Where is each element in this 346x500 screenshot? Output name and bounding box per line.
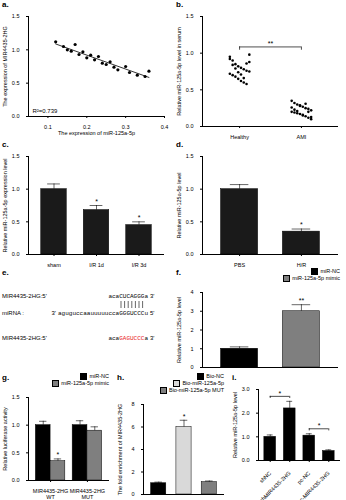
svg-text:H/R: H/R: [297, 262, 307, 268]
svg-text:0: 0: [190, 364, 193, 370]
svg-text:1.5: 1.5: [12, 153, 20, 159]
svg-text:3': 3': [52, 310, 56, 316]
svg-text:The expression of miR-125a-5p: The expression of miR-125a-5p: [58, 130, 135, 136]
html-text:b.: b.: [176, 0, 184, 9]
svg-text:Relative miR-125a-5p level in: Relative miR-125a-5p level in serum: [176, 27, 182, 116]
svg-text:a: a: [144, 335, 148, 342]
svg-text:PBS: PBS: [234, 262, 245, 268]
svg-text:1.0: 1.0: [12, 422, 20, 428]
svg-text:6: 6: [131, 424, 134, 430]
svg-text:1: 1: [190, 346, 193, 352]
html-text:a c a G A G U C C C: a c a G A G U C C C: [108, 335, 145, 342]
svg-text:Relative miR-125a-5p expressio: Relative miR-125a-5p expression level: [2, 158, 8, 252]
svg-text:*: *: [95, 198, 98, 205]
svg-text:1.0: 1.0: [242, 434, 250, 440]
svg-text:0.0: 0.0: [12, 251, 20, 257]
svg-text:1.5: 1.5: [12, 13, 20, 19]
svg-text:*: *: [183, 412, 186, 419]
svg-text:Relative miR-125a-5p level: Relative miR-125a-5p level: [176, 297, 182, 363]
svg-text:1.0: 1.0: [186, 186, 194, 192]
svg-text:0.5: 0.5: [186, 219, 194, 225]
svg-text:1.0: 1.0: [12, 186, 20, 192]
html-text:miR-125a-5p mimic: miR-125a-5p mimic: [61, 380, 109, 386]
svg-text:*: *: [318, 422, 321, 429]
svg-text:1.0: 1.0: [12, 47, 20, 53]
svg-text:1.0: 1.0: [186, 50, 194, 56]
svg-text:5': 5': [150, 310, 154, 316]
svg-text:MIR4435-2HGWT: MIR4435-2HGWT: [33, 488, 68, 500]
svg-text:R²=0.739: R²=0.739: [33, 108, 59, 114]
svg-text:shNC: shNC: [258, 470, 272, 484]
svg-text:4: 4: [190, 289, 193, 295]
svg-text:3.0: 3.0: [242, 386, 250, 392]
svg-text:0.0: 0.0: [242, 457, 250, 463]
svg-text:0.1: 0.1: [44, 124, 52, 130]
svg-text:*: *: [57, 451, 60, 458]
html-text:a c a C U C A G G G: a c a C U C A G G G: [108, 293, 145, 300]
svg-text:**: **: [299, 297, 305, 304]
svg-text:0.5: 0.5: [12, 219, 20, 225]
svg-text:*: *: [300, 221, 303, 228]
svg-text:0.0: 0.0: [12, 477, 20, 483]
html-text:miR-125a-5p mimic: miR-125a-5p mimic: [292, 275, 340, 281]
html-text:Bio-miR-125a-5p: Bio-miR-125a-5p: [182, 380, 224, 386]
html-text:miR-NC: miR-NC: [320, 268, 340, 274]
svg-text:MIR4435-2HGMUT: MIR4435-2HGMUT: [70, 488, 105, 500]
svg-text:u: u: [144, 310, 148, 317]
svg-text:0.0: 0.0: [12, 113, 20, 119]
html-text:c.: c.: [2, 140, 9, 149]
svg-text:1.5: 1.5: [186, 13, 194, 19]
html-text:g.: g.: [2, 373, 10, 382]
svg-text:3': 3': [150, 335, 154, 341]
svg-text:0.0: 0.0: [186, 251, 194, 257]
svg-text:miRNA :: miRNA :: [2, 310, 24, 316]
svg-text:3: 3: [190, 308, 193, 314]
svg-text:2.0: 2.0: [242, 410, 250, 416]
svg-text:0.0: 0.0: [186, 123, 194, 129]
svg-text:pc-MIR4435-2HG: pc-MIR4435-2HG: [296, 470, 331, 500]
html-text:Bio-NC: Bio-NC: [206, 373, 224, 379]
svg-text:3': 3': [150, 293, 154, 299]
svg-text:Relative miR-125a-5p level: Relative miR-125a-5p level: [176, 172, 182, 238]
html-text:d.: d.: [176, 140, 184, 149]
svg-text:The fold enrichment of MIR4435: The fold enrichment of MIR4435-2HG: [117, 404, 123, 496]
svg-text:MIR4435-2HG:5': MIR4435-2HG:5': [2, 293, 47, 299]
svg-text:sham: sham: [47, 262, 61, 268]
html-text:a.: a.: [2, 0, 9, 9]
html-text:f.: f.: [176, 268, 181, 277]
svg-text:shMIR4435-2HG: shMIR4435-2HG: [258, 470, 291, 500]
svg-text:2: 2: [190, 327, 193, 333]
svg-text:8: 8: [131, 401, 134, 407]
svg-text:Relative luciferase activity: Relative luciferase activity: [2, 407, 8, 471]
svg-text:4: 4: [131, 446, 134, 452]
svg-text:0: 0: [131, 491, 134, 497]
svg-text:*: *: [279, 390, 282, 397]
svg-text:1.5: 1.5: [186, 153, 194, 159]
html-text:miR-NC: miR-NC: [89, 373, 109, 379]
html-text:h.: h.: [117, 373, 125, 382]
svg-text:0.4: 0.4: [161, 124, 169, 130]
svg-text:I/R 1d: I/R 1d: [89, 262, 104, 268]
html-text:i.: i.: [232, 373, 237, 382]
svg-text:I/R 3d: I/R 3d: [132, 262, 147, 268]
svg-text:0.5: 0.5: [12, 80, 20, 86]
svg-text:0.2: 0.2: [83, 124, 91, 131]
svg-text:0.5: 0.5: [186, 87, 194, 93]
svg-text:*: *: [138, 214, 141, 221]
svg-text:**: **: [268, 40, 274, 47]
svg-text:pc-NC: pc-NC: [296, 470, 311, 485]
svg-text:0.5: 0.5: [12, 450, 20, 456]
svg-text:MIR4435-2HG:5': MIR4435-2HG:5': [2, 335, 47, 341]
svg-text:1.5: 1.5: [12, 394, 20, 400]
svg-text:2: 2: [131, 469, 134, 475]
html-text:e.: e.: [2, 268, 9, 277]
svg-text:The expression of MIR4435-2HG: The expression of MIR4435-2HG: [2, 26, 8, 107]
svg-text:Relative miR-125a-5p level: Relative miR-125a-5p level: [232, 392, 238, 458]
svg-text:0.3: 0.3: [121, 124, 130, 131]
html-text:Bio-miR-125a-5p MUT: Bio-miR-125a-5p MUT: [169, 387, 224, 393]
html-text:a g u g u c c a a u u u u u c: a g u g u c c a a u u u u u c c a G G G …: [58, 310, 145, 317]
svg-text:a: a: [144, 293, 148, 300]
